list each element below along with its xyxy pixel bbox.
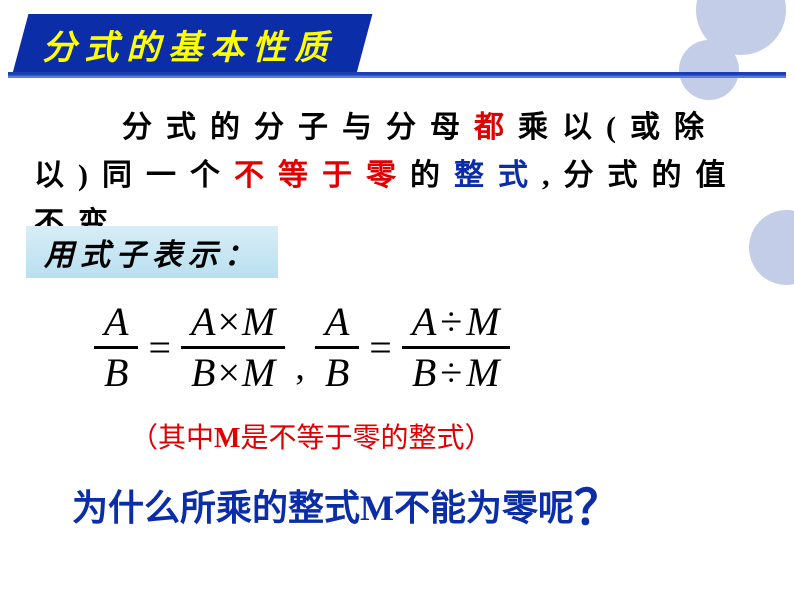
frac4-den-a: B — [412, 350, 436, 395]
frac2-num-op: × — [217, 299, 240, 344]
equation: A B = A×M B×M , A B = A÷M B÷M — [90, 298, 514, 397]
question-b: 不能为零呢 — [394, 487, 574, 528]
title-text: 分式的基本性质 — [42, 20, 336, 69]
condition-rest: 是不等于零的整式） — [240, 423, 492, 454]
frac2-num: A×M — [181, 298, 285, 346]
frac1-den: B — [94, 349, 138, 397]
question-mark: ？ — [574, 482, 622, 535]
frac2-num-b: M — [242, 299, 275, 344]
frac2-den-op: × — [217, 350, 240, 395]
equals-1: = — [148, 324, 171, 371]
frac4-num-b: M — [466, 299, 499, 344]
body-seg-emphasis-1: 都 — [474, 111, 518, 144]
comma: , — [295, 345, 305, 389]
decor-circle-2 — [679, 40, 739, 100]
decor-circle-3 — [749, 210, 794, 285]
title-banner: 分式的基本性质 — [12, 14, 373, 77]
fraction-1: A B — [94, 298, 138, 397]
frac2-den-a: B — [191, 350, 215, 395]
frac2-den: B×M — [181, 349, 285, 397]
fraction-4: A÷M B÷M — [402, 298, 510, 397]
horizontal-rule — [8, 72, 786, 78]
frac2-num-a: A — [191, 299, 215, 344]
frac4-den-b: M — [466, 350, 499, 395]
frac4-num-op: ÷ — [440, 299, 462, 344]
body-seg-emphasis-3: 整式 — [454, 159, 542, 192]
equals-2: = — [369, 324, 392, 371]
frac4-den: B÷M — [402, 349, 510, 397]
body-seg-3: 的 — [410, 159, 454, 192]
question-a: 为什么所乘的整式 — [72, 487, 360, 528]
body-seg-1: 分式的分子与分母 — [122, 111, 474, 144]
question-text: 为什么所乘的整式M不能为零呢？ — [72, 468, 622, 538]
frac3-num: A — [315, 298, 359, 346]
body-seg-emphasis-2: 不等于零 — [234, 159, 410, 192]
fraction-2: A×M B×M — [181, 298, 285, 397]
frac1-num: A — [94, 298, 138, 346]
question-m: M — [360, 488, 394, 528]
subheading: 用式子表示： — [26, 226, 278, 278]
condition-m: M — [214, 423, 240, 454]
frac4-num: A÷M — [402, 298, 510, 346]
frac2-den-b: M — [242, 350, 275, 395]
condition-text: （其中M是不等于零的整式） — [130, 416, 492, 456]
frac4-den-op: ÷ — [440, 350, 462, 395]
condition-open: （其中 — [130, 423, 214, 454]
frac4-num-a: A — [412, 299, 436, 344]
frac3-den: B — [315, 349, 359, 397]
fraction-3: A B — [315, 298, 359, 397]
